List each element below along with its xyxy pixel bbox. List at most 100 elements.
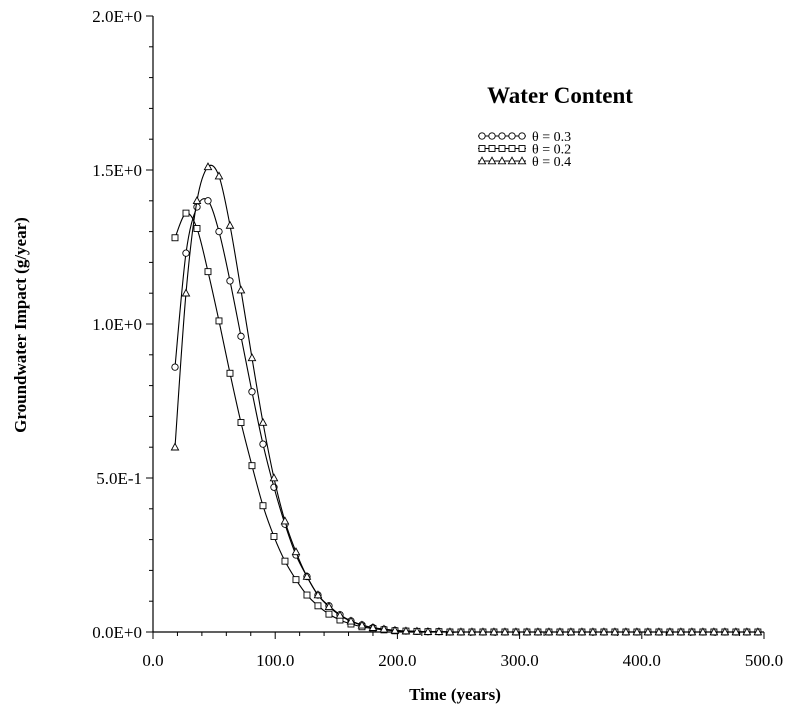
data-point-triangle: [731, 627, 741, 636]
data-point-triangle: [280, 516, 290, 525]
data-point-square: [248, 462, 256, 470]
data-point-square: [281, 557, 289, 565]
data-point-circle: [237, 332, 245, 340]
y-tick-label: 1.0E+0: [92, 315, 142, 334]
data-point-circle: [226, 277, 234, 285]
data-point-triangle: [423, 626, 433, 635]
data-point-triangle: [269, 473, 279, 482]
data-point-triangle: [588, 627, 598, 636]
series-triangle: [170, 162, 763, 636]
data-point-triangle: [720, 627, 730, 636]
data-point-square: [314, 602, 322, 610]
legend-marker: [478, 145, 486, 152]
data-point-triangle: [533, 627, 543, 636]
y-tick-label: 1.5E+0: [92, 161, 142, 180]
data-point-triangle: [379, 624, 389, 633]
data-point-triangle: [214, 171, 224, 180]
legend-marker: [488, 145, 496, 152]
data-point-circle: [259, 440, 267, 448]
data-point-triangle: [456, 627, 466, 636]
data-point-triangle: [566, 627, 576, 636]
legend-entry: θ = 0.4: [477, 155, 571, 170]
y-axis-title: Groundwater Impact (g/year): [11, 217, 30, 433]
legend-marker: [498, 132, 506, 140]
legend-marker: [478, 132, 486, 140]
data-point-triangle: [335, 610, 345, 619]
data-point-circle: [248, 388, 256, 396]
data-point-square: [204, 268, 212, 276]
x-tick-label: 200.0: [378, 651, 416, 670]
series-layer: [170, 162, 763, 636]
data-point-triangle: [412, 626, 422, 635]
data-point-triangle: [610, 627, 620, 636]
data-point-triangle: [203, 162, 213, 171]
data-point-triangle: [192, 196, 202, 205]
legend-title: Water Content: [487, 83, 633, 108]
x-tick-label: 100.0: [256, 651, 294, 670]
legend-marker: [488, 132, 496, 140]
x-tick-label: 500.0: [745, 651, 783, 670]
y-tick-label: 2.0E+0: [92, 7, 142, 26]
data-point-triangle: [291, 547, 301, 556]
data-point-triangle: [467, 627, 477, 636]
data-point-square: [182, 209, 190, 217]
data-point-triangle: [346, 616, 356, 625]
data-point-triangle: [401, 626, 411, 635]
data-point-triangle: [577, 627, 587, 636]
data-point-square: [270, 533, 278, 540]
data-point-triangle: [258, 417, 268, 426]
data-point-triangle: [368, 622, 378, 631]
data-point-triangle: [643, 627, 653, 636]
data-point-triangle: [632, 627, 642, 636]
data-point-triangle: [698, 627, 708, 636]
data-point-circle: [204, 197, 212, 205]
data-point-square: [292, 576, 300, 584]
data-point-square: [259, 502, 267, 510]
legend-marker: [497, 156, 507, 165]
data-point-triangle: [753, 627, 763, 636]
data-point-square: [303, 591, 311, 599]
data-point-triangle: [665, 627, 675, 636]
legend-marker: [498, 145, 506, 152]
x-tick-label: 0.0: [142, 651, 163, 670]
data-point-triangle: [654, 627, 664, 636]
data-point-triangle: [313, 590, 323, 599]
legend-label: θ = 0.3: [532, 130, 571, 145]
legend-marker: [518, 145, 526, 152]
data-point-square: [226, 369, 234, 377]
legend-marker: [487, 156, 497, 165]
x-tick-label: 300.0: [500, 651, 538, 670]
legend-entry: θ = 0.3: [478, 130, 571, 145]
data-point-square: [237, 419, 245, 427]
legend-entries: θ = 0.3θ = 0.2θ = 0.4: [477, 130, 571, 170]
data-point-circle: [215, 227, 223, 236]
data-point-circle: [171, 363, 179, 371]
data-point-triangle: [500, 627, 510, 636]
data-point-triangle: [621, 627, 631, 636]
legend-marker: [507, 156, 517, 165]
data-point-square: [325, 610, 333, 618]
y-tick-label: 5.0E-1: [96, 469, 142, 488]
legend: Water Content θ = 0.3θ = 0.2θ = 0.4: [477, 83, 633, 170]
data-point-triangle: [687, 627, 697, 636]
data-point-triangle: [225, 220, 235, 229]
legend-entry: θ = 0.2: [478, 143, 571, 158]
x-axis-title: Time (years): [409, 685, 501, 704]
series-line-triangle: [174, 164, 758, 633]
legend-label: θ = 0.4: [532, 155, 571, 170]
data-point-triangle: [676, 627, 686, 636]
data-point-square: [171, 234, 179, 242]
series-square: [171, 209, 762, 636]
data-point-triangle: [247, 353, 257, 362]
data-point-square: [193, 225, 201, 232]
data-point-triangle: [742, 627, 752, 636]
data-point-triangle: [170, 442, 180, 451]
data-point-circle: [193, 203, 201, 211]
series-circle: [171, 197, 762, 636]
data-point-square: [215, 317, 223, 325]
legend-marker: [477, 156, 487, 165]
data-point-triangle: [302, 571, 312, 580]
data-point-triangle: [390, 625, 400, 634]
data-point-triangle: [236, 285, 246, 294]
